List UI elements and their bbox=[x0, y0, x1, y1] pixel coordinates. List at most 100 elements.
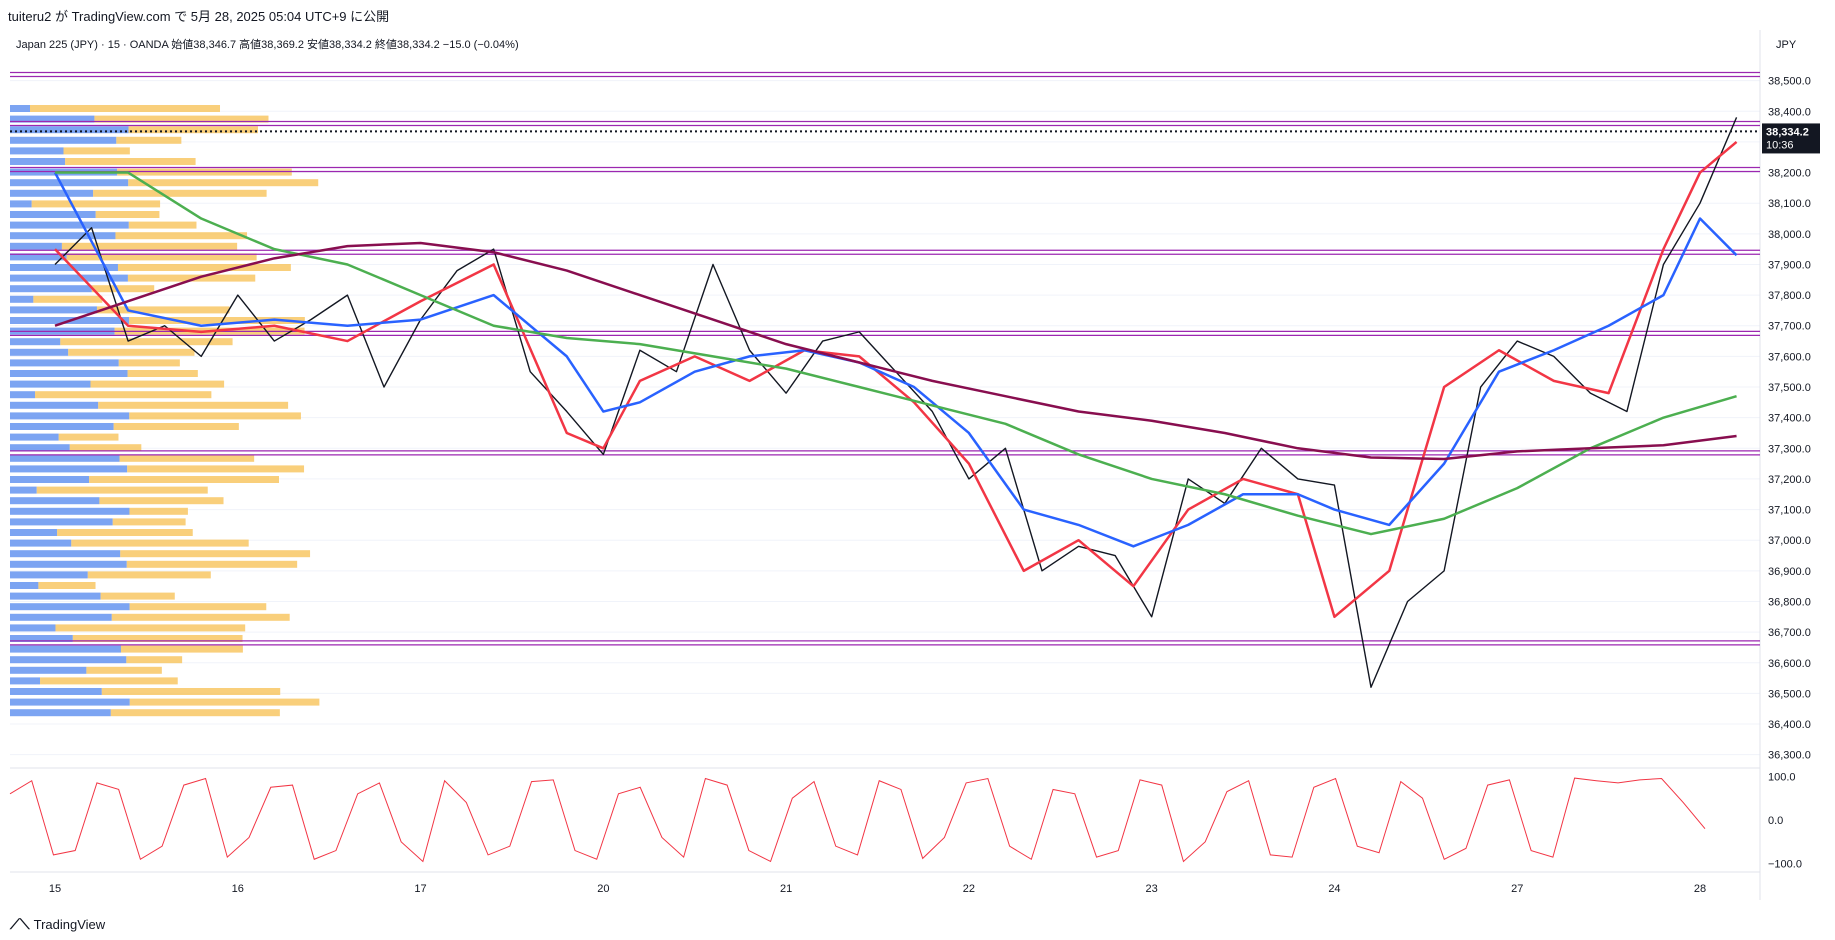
volume-bar-sell bbox=[127, 274, 256, 282]
price-tick-label: 37,200.0 bbox=[1768, 474, 1811, 486]
volume-bar-buy bbox=[10, 211, 96, 218]
volume-bar-buy bbox=[10, 582, 39, 589]
volume-bar-sell bbox=[40, 677, 178, 685]
price-tick-label: 38,500.0 bbox=[1768, 76, 1811, 88]
volume-bar-buy bbox=[10, 232, 116, 240]
volume-bar-buy bbox=[10, 200, 32, 208]
volume-bar-sell bbox=[63, 147, 130, 155]
volume-bar-sell bbox=[113, 423, 239, 430]
footer-brand[interactable]: ⟋⟍ TradingView bbox=[10, 916, 105, 933]
volume-bar-buy bbox=[10, 465, 128, 473]
price-tick-label: 37,400.0 bbox=[1768, 413, 1811, 425]
volume-bar-sell bbox=[129, 603, 267, 611]
volume-bar-buy bbox=[10, 295, 34, 303]
price-tick-label: 36,800.0 bbox=[1768, 596, 1811, 608]
volume-bar-sell bbox=[118, 359, 180, 367]
volume-bar-sell bbox=[129, 412, 301, 420]
volume-bar-sell bbox=[60, 338, 233, 346]
last-price-label: 38,334.2 bbox=[1766, 126, 1809, 138]
time-tick-label: 27 bbox=[1511, 883, 1523, 895]
oscillator-line bbox=[9, 777, 1706, 863]
price-tick-label: 37,800.0 bbox=[1768, 290, 1811, 302]
price-tick-label: 36,500.0 bbox=[1768, 688, 1811, 700]
volume-bar-buy bbox=[10, 698, 130, 706]
volume-bar-sell bbox=[94, 115, 269, 123]
volume-bar-sell bbox=[116, 136, 182, 144]
volume-bar-sell bbox=[66, 253, 257, 261]
horizontal-levels bbox=[10, 71, 1760, 646]
volume-bar-sell bbox=[126, 656, 183, 664]
volume-bar-buy bbox=[10, 529, 58, 536]
volume-bar-sell bbox=[100, 592, 175, 600]
volume-bar-sell bbox=[31, 200, 161, 208]
volume-bar-sell bbox=[129, 507, 188, 515]
price-tick-label: 37,600.0 bbox=[1768, 351, 1811, 363]
currency-label: JPY bbox=[1776, 39, 1797, 51]
volume-bar-buy bbox=[10, 221, 129, 229]
time-tick-label: 16 bbox=[232, 883, 244, 895]
price-series bbox=[53, 117, 1738, 688]
volume-bar-buy bbox=[10, 666, 87, 674]
volume-bar-buy bbox=[10, 136, 117, 144]
price-tick-label: 37,000.0 bbox=[1768, 535, 1811, 547]
time-tick-label: 17 bbox=[414, 883, 426, 895]
volume-bar-buy bbox=[10, 444, 70, 452]
footer-brand-label: TradingView bbox=[33, 917, 106, 932]
volume-bar-buy bbox=[10, 486, 37, 494]
price-tick-label: 38,000.0 bbox=[1768, 229, 1811, 241]
price-tick-label: 37,900.0 bbox=[1768, 259, 1811, 271]
price-tick-label: 37,100.0 bbox=[1768, 505, 1811, 517]
volume-bar-buy bbox=[10, 380, 91, 388]
volume-bar-buy bbox=[10, 613, 112, 621]
volume-bar-buy bbox=[10, 274, 128, 282]
volume-bar-sell bbox=[86, 666, 162, 674]
volume-bar-buy bbox=[10, 242, 62, 250]
time-tick-label: 15 bbox=[49, 883, 61, 895]
last-price-box bbox=[1762, 123, 1820, 154]
volume-bar-sell bbox=[112, 518, 186, 526]
volume-bar-buy bbox=[10, 359, 119, 367]
volume-bar-buy bbox=[10, 497, 100, 505]
series-line bbox=[54, 140, 1738, 619]
volume-bar-buy bbox=[10, 688, 102, 695]
volume-bar-sell bbox=[117, 264, 291, 271]
volume-bar-sell bbox=[98, 401, 289, 409]
volume-bar-sell bbox=[90, 380, 225, 388]
volume-bar-buy bbox=[10, 454, 120, 462]
time-tick-label: 28 bbox=[1694, 883, 1706, 895]
price-tick-label: 36,400.0 bbox=[1768, 719, 1811, 731]
volume-bar-buy bbox=[10, 624, 56, 632]
publish-header: tuiteru2 が TradingView.com で 5月 28, 2025… bbox=[8, 9, 390, 24]
volume-bar-buy bbox=[10, 253, 67, 261]
symbol-info-line[interactable]: Japan 225 (JPY) · 15 · OANDA 始値38,346.7 … bbox=[16, 39, 519, 51]
time-tick-label: 20 bbox=[597, 883, 609, 895]
volume-bar-buy bbox=[10, 285, 92, 293]
volume-bar-sell bbox=[91, 285, 155, 293]
price-tick-label: 36,700.0 bbox=[1768, 627, 1811, 639]
series-line bbox=[53, 171, 1738, 548]
volume-bar-buy bbox=[10, 507, 130, 515]
volume-bar-buy bbox=[10, 603, 130, 611]
price-tick-label: 38,200.0 bbox=[1768, 168, 1811, 180]
volume-bar-sell bbox=[127, 465, 305, 473]
volume-bar-buy bbox=[10, 412, 130, 420]
price-tick-label: 37,500.0 bbox=[1768, 382, 1811, 394]
price-tick-label: 36,300.0 bbox=[1768, 750, 1811, 762]
volume-bar-sell bbox=[71, 539, 249, 547]
volume-bar-sell bbox=[93, 189, 267, 197]
volume-bar-sell bbox=[68, 348, 195, 356]
volume-bar-buy bbox=[10, 264, 118, 271]
volume-bar-buy bbox=[10, 105, 30, 112]
countdown-label: 10:36 bbox=[1766, 139, 1794, 151]
volume-bar-sell bbox=[65, 158, 196, 165]
volume-bar-sell bbox=[110, 709, 280, 717]
time-tick-label: 22 bbox=[963, 883, 975, 895]
volume-bar-buy bbox=[10, 423, 114, 430]
volume-bar-buy bbox=[10, 158, 66, 165]
volume-bar-buy bbox=[10, 189, 94, 197]
volume-bar-sell bbox=[57, 529, 193, 536]
price-tick-label: 36,600.0 bbox=[1768, 658, 1811, 670]
volume-bar-buy bbox=[10, 592, 101, 600]
volume-bar-sell bbox=[99, 497, 224, 505]
